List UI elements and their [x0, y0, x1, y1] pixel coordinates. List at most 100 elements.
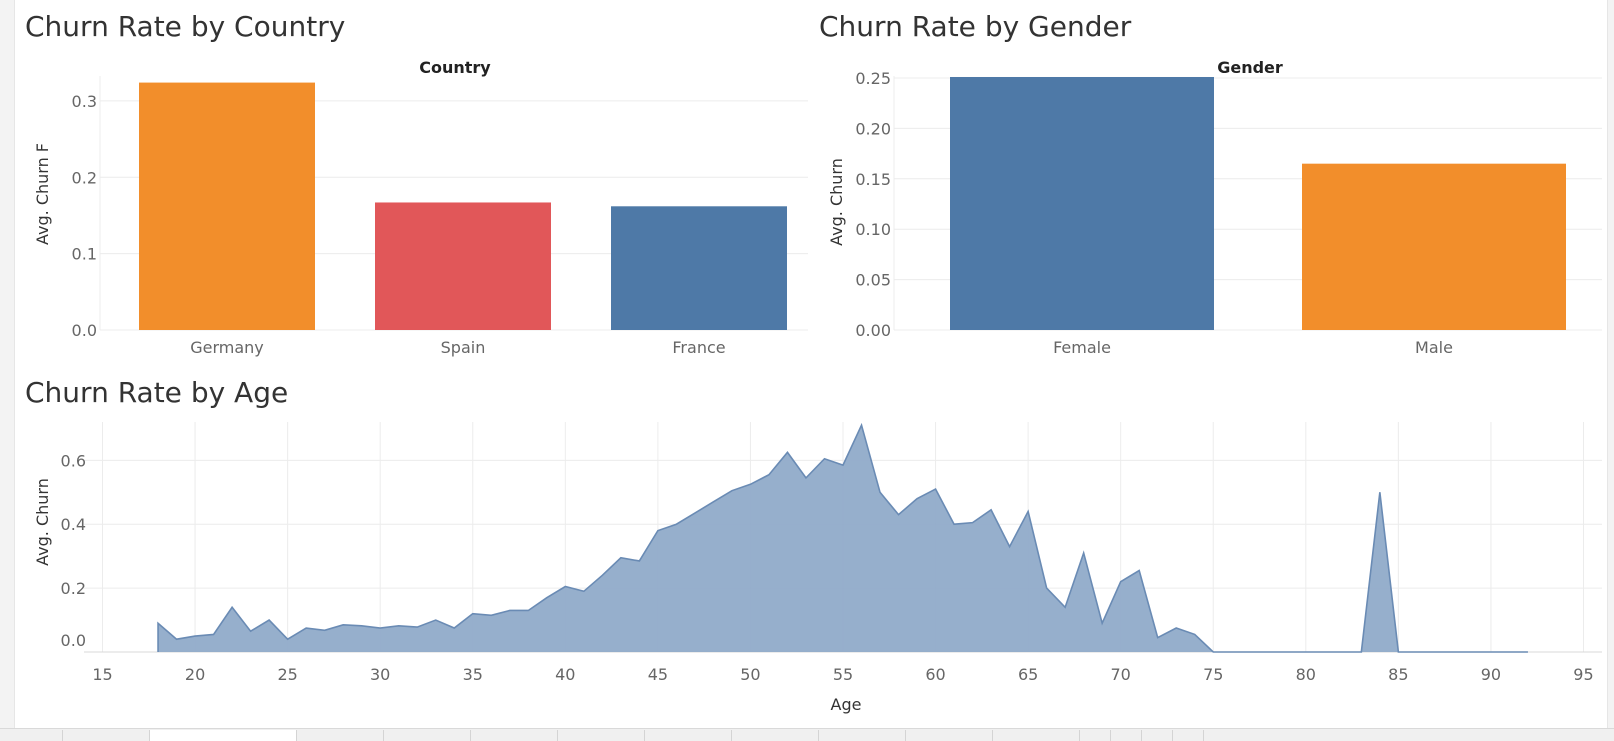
age-point-21[interactable]: [212, 632, 216, 636]
age-point-80[interactable]: [1304, 650, 1308, 654]
age-point-84[interactable]: [1378, 490, 1382, 494]
age-point-30[interactable]: [378, 626, 382, 630]
age-point-83[interactable]: [1359, 650, 1363, 654]
sheet-tab[interactable]: [1111, 730, 1142, 741]
age-point-82[interactable]: [1341, 650, 1345, 654]
age-point-55[interactable]: [841, 463, 845, 467]
age-point-40[interactable]: [563, 585, 567, 589]
age-point-66[interactable]: [1045, 586, 1049, 590]
age-point-56[interactable]: [860, 423, 864, 427]
age-point-62[interactable]: [971, 521, 975, 525]
age-point-52[interactable]: [785, 450, 789, 454]
sheet-tab[interactable]: [0, 730, 63, 741]
age-point-60[interactable]: [934, 487, 938, 491]
age-point-69[interactable]: [1100, 621, 1104, 625]
country-y-tick-label: 0.3: [72, 92, 97, 111]
age-point-26[interactable]: [304, 626, 308, 630]
gender-bar-female[interactable]: [950, 76, 1214, 330]
age-point-61[interactable]: [952, 522, 956, 526]
age-area-fill[interactable]: [158, 425, 1528, 652]
age-point-22[interactable]: [230, 605, 234, 609]
age-point-41[interactable]: [582, 589, 586, 593]
age-point-46[interactable]: [674, 522, 678, 526]
age-point-50[interactable]: [748, 482, 752, 486]
age-point-27[interactable]: [323, 628, 327, 632]
sheet-tab[interactable]: [384, 730, 471, 741]
age-point-19[interactable]: [175, 637, 179, 641]
age-point-35[interactable]: [471, 612, 475, 616]
age-point-53[interactable]: [804, 476, 808, 480]
age-point-39[interactable]: [545, 596, 549, 600]
age-point-87[interactable]: [1433, 650, 1437, 654]
age-point-86[interactable]: [1415, 650, 1419, 654]
age-point-75[interactable]: [1211, 650, 1215, 654]
age-point-48[interactable]: [711, 500, 715, 504]
age-point-20[interactable]: [193, 634, 197, 638]
age-point-90[interactable]: [1489, 650, 1493, 654]
gender-bar-male[interactable]: [1302, 163, 1566, 330]
age-point-38[interactable]: [526, 608, 530, 612]
age-point-67[interactable]: [1063, 605, 1067, 609]
age-point-18[interactable]: [156, 621, 160, 625]
age-point-91[interactable]: [1507, 650, 1511, 654]
age-point-79[interactable]: [1285, 650, 1289, 654]
sheet-tab[interactable]: [732, 730, 819, 741]
age-point-36[interactable]: [489, 613, 493, 617]
age-point-51[interactable]: [767, 473, 771, 477]
age-point-25[interactable]: [286, 637, 290, 641]
age-point-45[interactable]: [656, 529, 660, 533]
age-point-74[interactable]: [1193, 632, 1197, 636]
age-x-tick-label: 70: [1111, 665, 1131, 684]
age-point-47[interactable]: [693, 511, 697, 515]
age-point-33[interactable]: [434, 618, 438, 622]
age-point-85[interactable]: [1396, 650, 1400, 654]
age-point-23[interactable]: [249, 629, 253, 633]
sheet-tab[interactable]: [993, 730, 1080, 741]
sheet-tab[interactable]: [471, 730, 558, 741]
age-point-76[interactable]: [1230, 650, 1234, 654]
sheet-tab[interactable]: [819, 730, 906, 741]
age-point-77[interactable]: [1248, 650, 1252, 654]
sheet-tab[interactable]: [63, 730, 150, 741]
sheet-tab[interactable]: [558, 730, 645, 741]
age-point-54[interactable]: [822, 457, 826, 461]
sheet-tab[interactable]: [645, 730, 732, 741]
country-bar-spain[interactable]: [375, 202, 551, 330]
age-point-29[interactable]: [360, 624, 364, 628]
age-point-64[interactable]: [1008, 545, 1012, 549]
age-point-34[interactable]: [452, 626, 456, 630]
age-point-78[interactable]: [1267, 650, 1271, 654]
sheet-tab-active[interactable]: [150, 730, 297, 741]
age-point-89[interactable]: [1470, 650, 1474, 654]
age-point-42[interactable]: [600, 573, 604, 577]
age-point-57[interactable]: [878, 490, 882, 494]
age-point-65[interactable]: [1026, 509, 1030, 513]
age-point-49[interactable]: [730, 489, 734, 493]
country-bar-germany[interactable]: [139, 82, 315, 330]
age-point-71[interactable]: [1137, 569, 1141, 573]
age-point-24[interactable]: [267, 618, 271, 622]
sheet-tab[interactable]: [906, 730, 993, 741]
sheet-tab[interactable]: [297, 730, 384, 741]
age-point-31[interactable]: [397, 624, 401, 628]
country-chart: Churn Rate by Country Country Avg. Churn…: [25, 10, 808, 357]
country-bar-france[interactable]: [611, 206, 787, 330]
age-point-63[interactable]: [989, 508, 993, 512]
age-point-68[interactable]: [1082, 551, 1086, 555]
age-point-72[interactable]: [1156, 636, 1160, 640]
age-point-28[interactable]: [341, 623, 345, 627]
age-point-59[interactable]: [915, 497, 919, 501]
age-point-73[interactable]: [1174, 626, 1178, 630]
age-point-92[interactable]: [1526, 650, 1530, 654]
age-point-70[interactable]: [1119, 580, 1123, 584]
age-point-88[interactable]: [1452, 650, 1456, 654]
age-point-58[interactable]: [897, 513, 901, 517]
age-point-32[interactable]: [415, 625, 419, 629]
age-point-44[interactable]: [637, 559, 641, 563]
age-point-37[interactable]: [508, 608, 512, 612]
sheet-tab[interactable]: [1173, 730, 1204, 741]
age-point-81[interactable]: [1322, 650, 1326, 654]
sheet-tab[interactable]: [1142, 730, 1173, 741]
age-point-43[interactable]: [619, 556, 623, 560]
sheet-tab[interactable]: [1080, 730, 1111, 741]
